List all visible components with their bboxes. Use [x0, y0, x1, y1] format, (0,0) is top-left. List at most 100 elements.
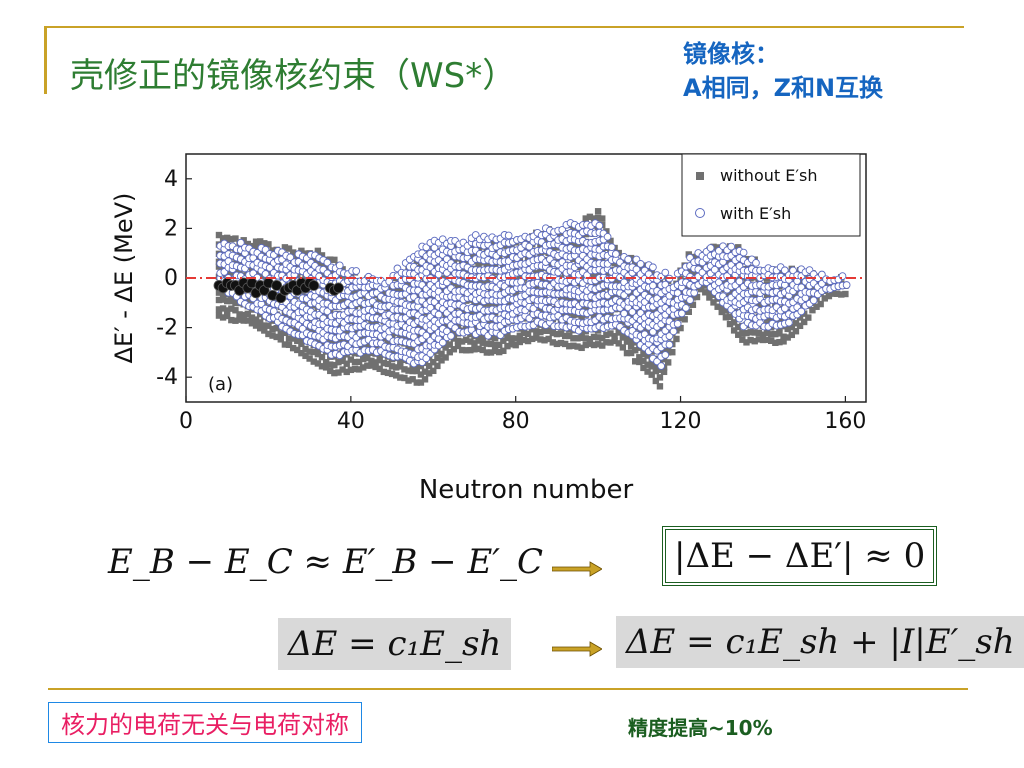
data-point-without-esh: [603, 339, 610, 346]
data-point-with-esh: [710, 265, 719, 274]
data-point-without-esh: [380, 359, 388, 367]
data-point-without-esh: [586, 213, 594, 221]
data-point-without-esh: [693, 293, 701, 301]
data-point-without-esh: [219, 290, 227, 297]
data-point-without-esh: [570, 311, 577, 319]
data-point-without-esh: [409, 313, 416, 321]
data-point-without-esh: [376, 357, 383, 364]
data-point-without-esh: [623, 349, 631, 357]
data-point-without-esh: [409, 367, 416, 375]
data-point-without-esh: [561, 319, 569, 327]
data-point-without-esh: [351, 358, 359, 366]
data-point-without-esh: [594, 214, 602, 222]
data-point-without-esh: [240, 311, 247, 319]
data-point-without-esh: [533, 328, 540, 335]
data-point-without-esh: [413, 367, 420, 375]
data-point-without-esh: [471, 346, 478, 353]
data-point-without-esh: [302, 345, 309, 353]
data-point-without-esh: [392, 285, 400, 293]
data-point-with-esh: [715, 278, 723, 287]
data-point-without-esh: [289, 344, 297, 352]
data-point-without-esh: [360, 355, 367, 363]
data-point-without-esh: [224, 297, 231, 305]
data-point-without-esh: [421, 376, 429, 383]
data-point-without-esh: [685, 308, 692, 315]
data-point-without-esh: [388, 331, 396, 339]
data-point-without-esh: [471, 251, 478, 259]
data-point-without-esh: [306, 355, 313, 362]
data-point-without-esh: [751, 329, 758, 336]
data-point-without-esh: [343, 368, 350, 376]
data-point-without-esh: [236, 311, 243, 318]
data-point-without-esh: [302, 250, 309, 257]
data-point-without-esh: [594, 341, 602, 348]
data-point-without-esh: [743, 329, 750, 337]
data-point-without-esh: [632, 260, 639, 267]
data-point-without-esh: [417, 362, 425, 370]
data-point-without-esh: [401, 366, 408, 373]
data-point-without-esh: [430, 359, 437, 366]
data-point-without-esh: [355, 358, 363, 366]
data-point-without-esh: [520, 329, 528, 337]
data-point-without-esh: [652, 377, 660, 385]
data-point-with-esh: [669, 327, 678, 336]
data-point-without-esh: [430, 367, 437, 375]
data-point-without-esh: [475, 345, 482, 353]
data-point-without-esh: [574, 335, 581, 342]
data-point-without-esh: [627, 290, 635, 297]
data-point-without-esh: [458, 275, 466, 283]
data-point-without-esh: [397, 285, 404, 292]
data-point-with-esh: [677, 309, 686, 318]
data-point-without-esh: [261, 322, 268, 329]
data-point-without-esh: [425, 370, 433, 377]
data-point-without-esh: [376, 365, 383, 372]
data-point-without-esh: [372, 359, 379, 366]
data-point-without-esh: [644, 288, 651, 295]
data-point-without-esh: [599, 287, 606, 294]
data-point-with-esh: [809, 296, 818, 305]
data-point-without-esh: [331, 361, 338, 369]
data-point-without-esh: [549, 329, 556, 337]
data-point-without-esh: [590, 271, 598, 278]
data-point-without-esh: [298, 349, 305, 357]
data-point-without-esh: [528, 335, 536, 343]
legend: without E′sh with E′sh: [681, 153, 861, 237]
data-point-with-esh: [438, 338, 447, 347]
data-point-without-esh: [281, 329, 289, 337]
data-point-without-esh: [475, 261, 482, 269]
legend-marker-with: [695, 208, 705, 218]
data-point-without-esh: [294, 337, 301, 345]
x-tick-label: 0: [179, 409, 193, 434]
equation-delta-e-shell: ΔE = c₁E_sh: [278, 618, 512, 670]
data-point-without-esh: [479, 339, 486, 346]
data-point-without-esh: [335, 337, 342, 345]
data-point-without-esh: [792, 328, 800, 335]
data-point-without-esh: [483, 349, 491, 356]
data-point-without-esh: [644, 361, 651, 368]
data-point-without-esh: [417, 379, 425, 386]
data-point-without-esh: [392, 372, 400, 379]
data-point-with-esh: [620, 309, 628, 318]
data-point-without-esh: [409, 346, 416, 353]
data-point-without-esh: [607, 237, 614, 245]
data-point-with-esh: [735, 277, 744, 286]
data-point-without-esh: [809, 306, 816, 314]
data-point-without-esh: [516, 338, 524, 346]
data-point-without-esh: [627, 343, 635, 350]
data-point-without-esh: [561, 310, 569, 318]
data-point-without-esh: [479, 334, 486, 341]
data-point-without-esh: [714, 303, 721, 310]
data-point-without-esh: [224, 312, 231, 320]
data-point-with-esh: [649, 263, 657, 272]
data-point-without-esh: [553, 330, 561, 338]
data-point-without-esh: [269, 332, 276, 339]
data-point-without-esh: [582, 215, 589, 222]
data-point-without-esh: [327, 256, 334, 263]
data-point-with-esh: [661, 351, 670, 359]
data-point-without-esh: [772, 330, 779, 338]
data-point-without-esh: [557, 330, 565, 337]
data-point-without-esh: [228, 305, 235, 312]
data-point-with-esh: [682, 304, 690, 312]
data-point-without-esh: [755, 336, 763, 343]
data-point-without-esh: [224, 234, 231, 242]
